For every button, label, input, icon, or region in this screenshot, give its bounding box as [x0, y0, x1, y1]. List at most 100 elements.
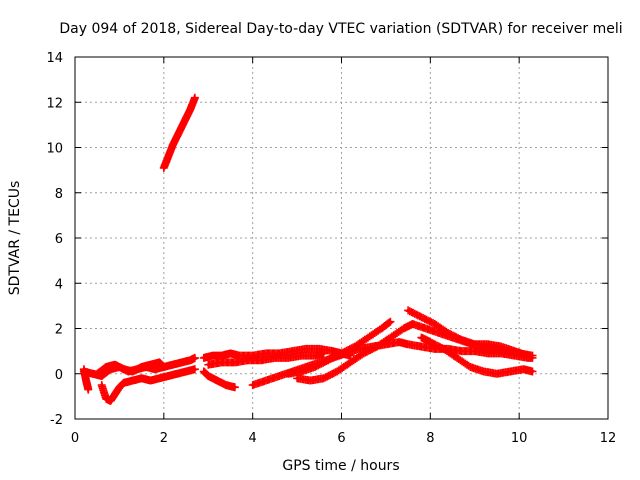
y-tick-label: 10 [46, 142, 63, 157]
data-point [171, 363, 175, 367]
data-point [362, 351, 366, 355]
data-point [175, 372, 179, 376]
y-tick-label: 2 [55, 323, 63, 338]
data-point [340, 351, 343, 355]
data-point [157, 360, 161, 364]
y-tick-label: 8 [55, 187, 63, 202]
data-point [193, 356, 197, 360]
x-tick-label: 2 [160, 431, 168, 446]
data-point [237, 354, 241, 358]
data-point [131, 369, 135, 373]
x-tick-label: 10 [511, 431, 528, 446]
data-point [313, 354, 317, 358]
data-point [419, 336, 423, 340]
data-point [104, 397, 108, 401]
x-tick-label: 4 [249, 431, 257, 446]
data-point [300, 369, 304, 373]
data-point [300, 354, 304, 358]
series-arc-b [79, 365, 93, 394]
data-point [220, 354, 224, 358]
data-point [326, 358, 330, 362]
data-point [526, 354, 530, 358]
x-tick-label: 8 [426, 431, 434, 446]
data-point [437, 331, 441, 335]
data-point [264, 379, 268, 383]
data-point [100, 374, 104, 378]
data-point [220, 360, 224, 364]
data-point [379, 327, 383, 330]
data-point [131, 379, 135, 383]
data-point [95, 372, 99, 376]
y-tick-label: -2 [50, 413, 63, 428]
series-arc-l [417, 333, 537, 378]
data-point [473, 349, 477, 353]
series-arc-g [204, 349, 328, 369]
data-point [109, 399, 113, 403]
data-point [433, 322, 437, 326]
data-point [486, 342, 490, 346]
data-point [331, 349, 335, 353]
data-point [228, 351, 232, 355]
data-point [100, 383, 104, 387]
data-point [428, 340, 432, 344]
data-point [442, 347, 446, 351]
x-tick-label: 0 [71, 431, 79, 446]
data-point [82, 367, 86, 371]
data-point [508, 369, 512, 373]
data-point [206, 374, 210, 378]
data-point [348, 360, 352, 364]
data-point [166, 374, 170, 378]
data-point [286, 356, 290, 360]
data-point [211, 354, 215, 358]
data-point [113, 363, 117, 367]
series-arc-d [93, 358, 168, 378]
data-point [264, 351, 268, 355]
y-tick-label: 6 [55, 232, 63, 247]
data-point [202, 369, 206, 373]
data-point [84, 379, 88, 383]
data-point [424, 327, 428, 330]
data-point [171, 143, 175, 147]
series-arc-i [284, 317, 395, 378]
series-high-arc [159, 93, 199, 172]
x-axis-title: GPS time / hours [282, 458, 399, 474]
data-point [117, 385, 121, 389]
data-point [162, 365, 166, 369]
data-point [459, 349, 463, 353]
data-point [322, 376, 326, 380]
data-point [455, 356, 459, 360]
data-point [513, 349, 517, 353]
data-point [193, 96, 197, 100]
chart-title: Day 094 of 2018, Sidereal Day-to-day VTE… [59, 21, 622, 37]
data-point [388, 320, 392, 324]
data-series [79, 93, 537, 405]
data-point [402, 327, 406, 330]
data-point [180, 125, 184, 129]
axes [74, 56, 609, 420]
data-point [233, 385, 237, 389]
data-point [295, 376, 299, 380]
data-point [446, 331, 450, 335]
data-point [206, 363, 210, 367]
data-point [375, 345, 379, 349]
data-point [499, 345, 503, 349]
data-point [322, 351, 326, 355]
x-tick-label: 12 [600, 431, 617, 446]
tick-labels: 0 2 4 6 8 10 12 -2 0 2 4 6 8 10 12 14 [46, 51, 616, 446]
data-point [122, 367, 126, 371]
data-point [188, 358, 192, 362]
data-point [157, 376, 161, 380]
data-point [215, 379, 219, 383]
data-point [175, 134, 179, 138]
data-point [166, 155, 170, 159]
grid [75, 57, 608, 419]
data-point [246, 358, 250, 362]
series-arc-c [97, 365, 199, 405]
data-point [522, 367, 526, 371]
data-point [184, 116, 188, 120]
data-point [86, 388, 90, 392]
data-point [193, 367, 197, 371]
data-point [419, 345, 423, 349]
data-point [411, 322, 415, 326]
data-point [353, 345, 357, 349]
